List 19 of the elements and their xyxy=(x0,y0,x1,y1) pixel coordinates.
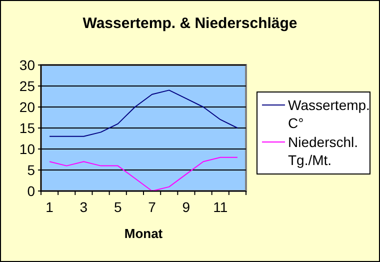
y-tick-label: 15 xyxy=(19,120,36,136)
x-tick-label: 9 xyxy=(182,199,190,215)
y-tick-label: 0 xyxy=(27,183,36,199)
legend-label: Wassertemp. C° xyxy=(288,97,370,131)
y-tick-label: 30 xyxy=(19,57,36,73)
x-tick-label: 5 xyxy=(114,199,122,215)
chart-title: Wassertemp. & Niederschläge xyxy=(82,15,298,32)
x-tick-label: 3 xyxy=(80,199,88,215)
y-tick-label: 20 xyxy=(19,99,36,115)
y-tick-label: 25 xyxy=(19,78,36,94)
line-series xyxy=(49,156,238,192)
x-axis-title: Monat xyxy=(124,226,164,241)
x-tick-label: 7 xyxy=(148,199,156,215)
line-series xyxy=(49,90,238,137)
y-tick-label: 5 xyxy=(27,162,36,178)
x-tick-label: 1 xyxy=(46,199,54,215)
x-tick-label: 11 xyxy=(213,199,228,215)
y-tick-label: 10 xyxy=(19,141,36,157)
legend-label: Niederschl. Tg./Mt. xyxy=(288,134,358,168)
